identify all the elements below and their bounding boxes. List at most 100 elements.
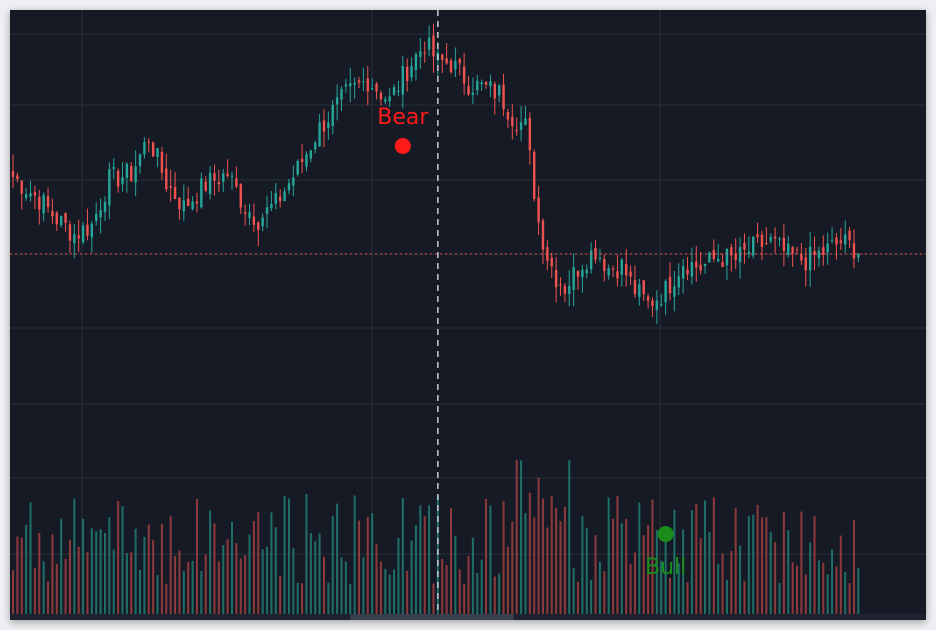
candle-body xyxy=(90,223,94,238)
volume-bar xyxy=(730,550,733,614)
volume-bar xyxy=(572,568,575,614)
chart-frame: Bear Bull xyxy=(10,10,926,620)
candle-body xyxy=(42,195,45,214)
candle-body xyxy=(686,269,689,275)
candle-body xyxy=(563,285,567,294)
volume-bar xyxy=(734,508,737,614)
volume-bar xyxy=(848,583,851,614)
volume-bar xyxy=(493,576,496,614)
candle-body xyxy=(629,271,632,277)
candle-body xyxy=(248,212,251,218)
price-chart[interactable]: Bear Bull xyxy=(10,10,926,614)
candle-body xyxy=(572,267,575,291)
candle-body xyxy=(638,284,641,297)
volume-bar xyxy=(699,538,702,614)
volume-bar xyxy=(82,518,85,614)
candle-body xyxy=(506,111,510,120)
candle-body xyxy=(261,217,264,227)
volume-bar xyxy=(533,517,536,614)
candle-body xyxy=(392,87,396,95)
volume-bar xyxy=(309,533,312,614)
candle-body xyxy=(300,158,304,163)
volume-bar xyxy=(577,581,580,614)
candle-body xyxy=(848,230,851,241)
volume-bar xyxy=(340,557,343,614)
signal-markers: Bear Bull xyxy=(377,105,686,580)
candle-body xyxy=(327,122,330,129)
volume-bar xyxy=(520,460,523,614)
volume-bar xyxy=(204,554,207,614)
candle-body xyxy=(243,212,247,214)
candle-body xyxy=(581,269,584,278)
candle-body xyxy=(213,173,216,181)
bear-marker-label: Bear xyxy=(377,105,429,130)
volume-bar xyxy=(835,566,838,614)
candle-body xyxy=(187,198,190,207)
candle-body xyxy=(265,207,269,214)
volume-bar xyxy=(774,542,777,614)
candle-body xyxy=(585,269,588,274)
candle-body xyxy=(533,152,536,199)
volume-bar xyxy=(279,575,282,614)
volume-bar xyxy=(257,512,260,614)
volume-bar xyxy=(274,527,277,614)
volume-bar xyxy=(366,516,369,614)
candle-body xyxy=(366,78,369,92)
candle-body xyxy=(441,54,444,60)
candle-body xyxy=(226,173,229,177)
volume-bar xyxy=(441,558,444,614)
candle-body xyxy=(134,166,137,183)
candle-body xyxy=(68,224,72,241)
volume-bar xyxy=(480,559,483,614)
volume-bar xyxy=(191,560,194,614)
candle-body xyxy=(730,247,733,256)
volume-bar xyxy=(857,567,860,614)
volume-bar xyxy=(568,460,571,614)
candle-body xyxy=(121,177,124,185)
candle-body xyxy=(611,268,615,270)
bull-marker-label: Bull xyxy=(645,555,686,580)
candle-body xyxy=(725,248,729,266)
volume-bar xyxy=(375,544,378,614)
candle-body xyxy=(147,141,150,143)
volume-bar xyxy=(152,540,155,614)
volume-bar xyxy=(414,525,417,614)
volume-bar xyxy=(822,562,825,614)
volume-bar xyxy=(86,552,89,614)
candle-body xyxy=(314,142,317,150)
volume-bar xyxy=(25,524,28,614)
volume-bar xyxy=(612,518,615,614)
candle-body xyxy=(370,88,374,90)
volume-series xyxy=(12,460,860,614)
volume-bar xyxy=(296,582,299,614)
volume-bar xyxy=(524,513,527,614)
candle-body xyxy=(541,220,545,250)
candle-body xyxy=(55,212,58,225)
candle-body xyxy=(222,173,225,182)
candle-body xyxy=(414,54,418,70)
volume-bar xyxy=(502,501,505,614)
volume-bar xyxy=(287,498,290,614)
volume-bar xyxy=(498,573,501,614)
volume-bar xyxy=(515,460,518,614)
volume-bar xyxy=(318,533,321,614)
candle-body xyxy=(484,81,488,85)
candle-body xyxy=(449,60,453,73)
candle-body xyxy=(568,285,571,295)
volume-bar xyxy=(747,516,750,614)
candle-body xyxy=(445,58,448,64)
scrollbar-thumb[interactable] xyxy=(350,614,514,620)
candle-body xyxy=(756,234,759,238)
candle-body xyxy=(743,243,746,250)
candle-body xyxy=(95,214,98,222)
volume-bar xyxy=(458,569,461,614)
candle-body xyxy=(800,254,803,261)
volume-bar xyxy=(537,477,540,614)
time-scrollbar[interactable] xyxy=(10,614,926,620)
candle-body xyxy=(116,170,120,187)
candle-body xyxy=(353,82,356,85)
volume-bar xyxy=(95,531,98,614)
candle-body xyxy=(721,262,724,267)
volume-bar xyxy=(839,535,842,614)
candle-body xyxy=(191,201,194,210)
